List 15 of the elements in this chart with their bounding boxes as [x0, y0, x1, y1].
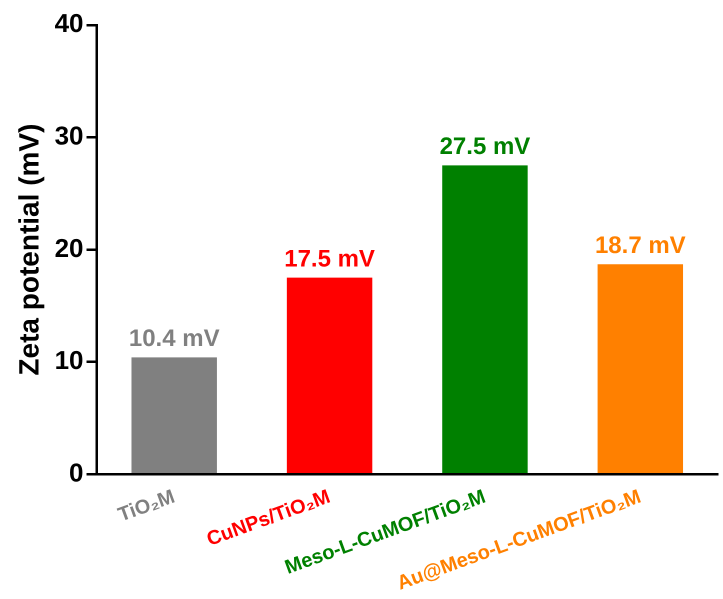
y-tick-label: 40 [54, 8, 84, 38]
data-label: 18.7 mV [594, 232, 686, 259]
bar [131, 357, 217, 473]
data-label: 17.5 mV [284, 245, 375, 272]
y-tick-label: 10 [54, 345, 84, 376]
data-label: 27.5 mV [440, 133, 530, 160]
x-tick-label: TiO₂M [115, 486, 178, 526]
bar [442, 165, 528, 473]
y-tick-label: 30 [54, 120, 84, 150]
data-label: 10.4 mV [128, 325, 220, 352]
y-axis-title: Zeta potential (mV) [14, 124, 45, 376]
bar [286, 278, 372, 473]
y-tick-label: 20 [54, 232, 84, 263]
y-tick-label: 0 [69, 457, 84, 488]
bar [598, 264, 684, 473]
